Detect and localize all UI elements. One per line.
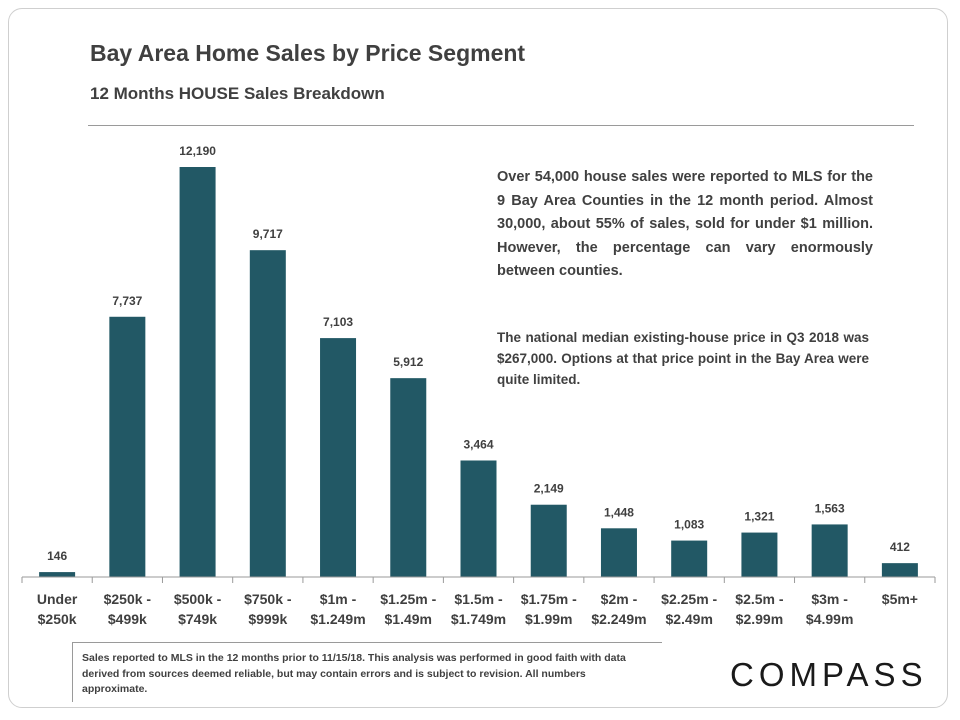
tick-label: $999k [248,611,287,627]
bar [179,167,216,577]
tick-label: $250k [38,611,77,627]
tick-label: $1m - [320,591,357,607]
data-label: 2,149 [534,482,564,496]
value-label-group: 146 7,737 12,190 9,717 7,103 5,912 3,464 2,149 1… [47,144,910,563]
chart-subtitle: 12 Months HOUSE Sales Breakdown [90,84,385,103]
bar [671,540,708,577]
data-label: 5,912 [393,355,423,369]
bar [881,563,918,577]
bar [530,504,567,577]
tick-label: $1.249m [310,611,365,627]
data-label: 1,321 [744,510,774,524]
tick-label: $1.25m - [380,591,436,607]
category-label-group: Under $250k $250k - $499k $500k - $749k $750k … [37,591,918,627]
data-label: 7,737 [112,294,142,308]
tick-label: $5m+ [882,591,918,607]
tick-label: $1.49m [385,611,432,627]
data-label: 1,083 [674,518,704,532]
title-divider [88,125,914,126]
data-label: 1,563 [815,501,845,515]
tick-label: $2.5m - [735,591,784,607]
chart-title: Bay Area Home Sales by Price Segment [90,40,526,66]
tick-label: $750k - [244,591,292,607]
bar [390,378,427,577]
tick-label: $499k [108,611,147,627]
footnote-border [72,642,662,702]
tick-label: $2.25m - [661,591,717,607]
data-label: 412 [890,540,910,554]
tick-label: $3m - [811,591,848,607]
tick-label: $749k [178,611,217,627]
data-label: 1,448 [604,505,634,519]
bar [249,250,286,578]
footnote: Sales reported to MLS in the 12 months p… [82,652,626,695]
bar [600,528,637,577]
tick-label: $1.75m - [521,591,577,607]
data-label: 3,464 [463,437,493,451]
tick-label: $1.749m [451,611,506,627]
tick-label: $500k - [174,591,222,607]
tick-label: $250k - [104,591,152,607]
annotation-main: Over 54,000 house sales were reported to… [497,169,873,279]
tick-label: $2.49m [665,611,712,627]
x-axis-ticks [21,577,936,583]
bar [39,572,76,577]
compass-logo: COMPASS [730,656,928,693]
data-label: 146 [47,549,67,563]
annotation-secondary: The national median existing-house price… [497,330,869,387]
data-label: 9,717 [253,227,283,241]
data-label: 7,103 [323,315,353,329]
bar [109,316,146,577]
slide-frame [8,8,948,708]
tick-label: Under [37,591,78,607]
tick-label: $2.99m [736,611,783,627]
tick-label: $4.99m [806,611,853,627]
tick-label: $2m - [601,591,638,607]
bar [741,532,778,577]
bar-group [39,167,918,578]
tick-label: $2.249m [591,611,646,627]
bar [460,460,497,577]
bar [811,524,848,577]
tick-label: $1.99m [525,611,572,627]
data-label: 12,190 [179,144,216,158]
bar [320,338,357,577]
tick-label: $1.5m - [454,591,503,607]
